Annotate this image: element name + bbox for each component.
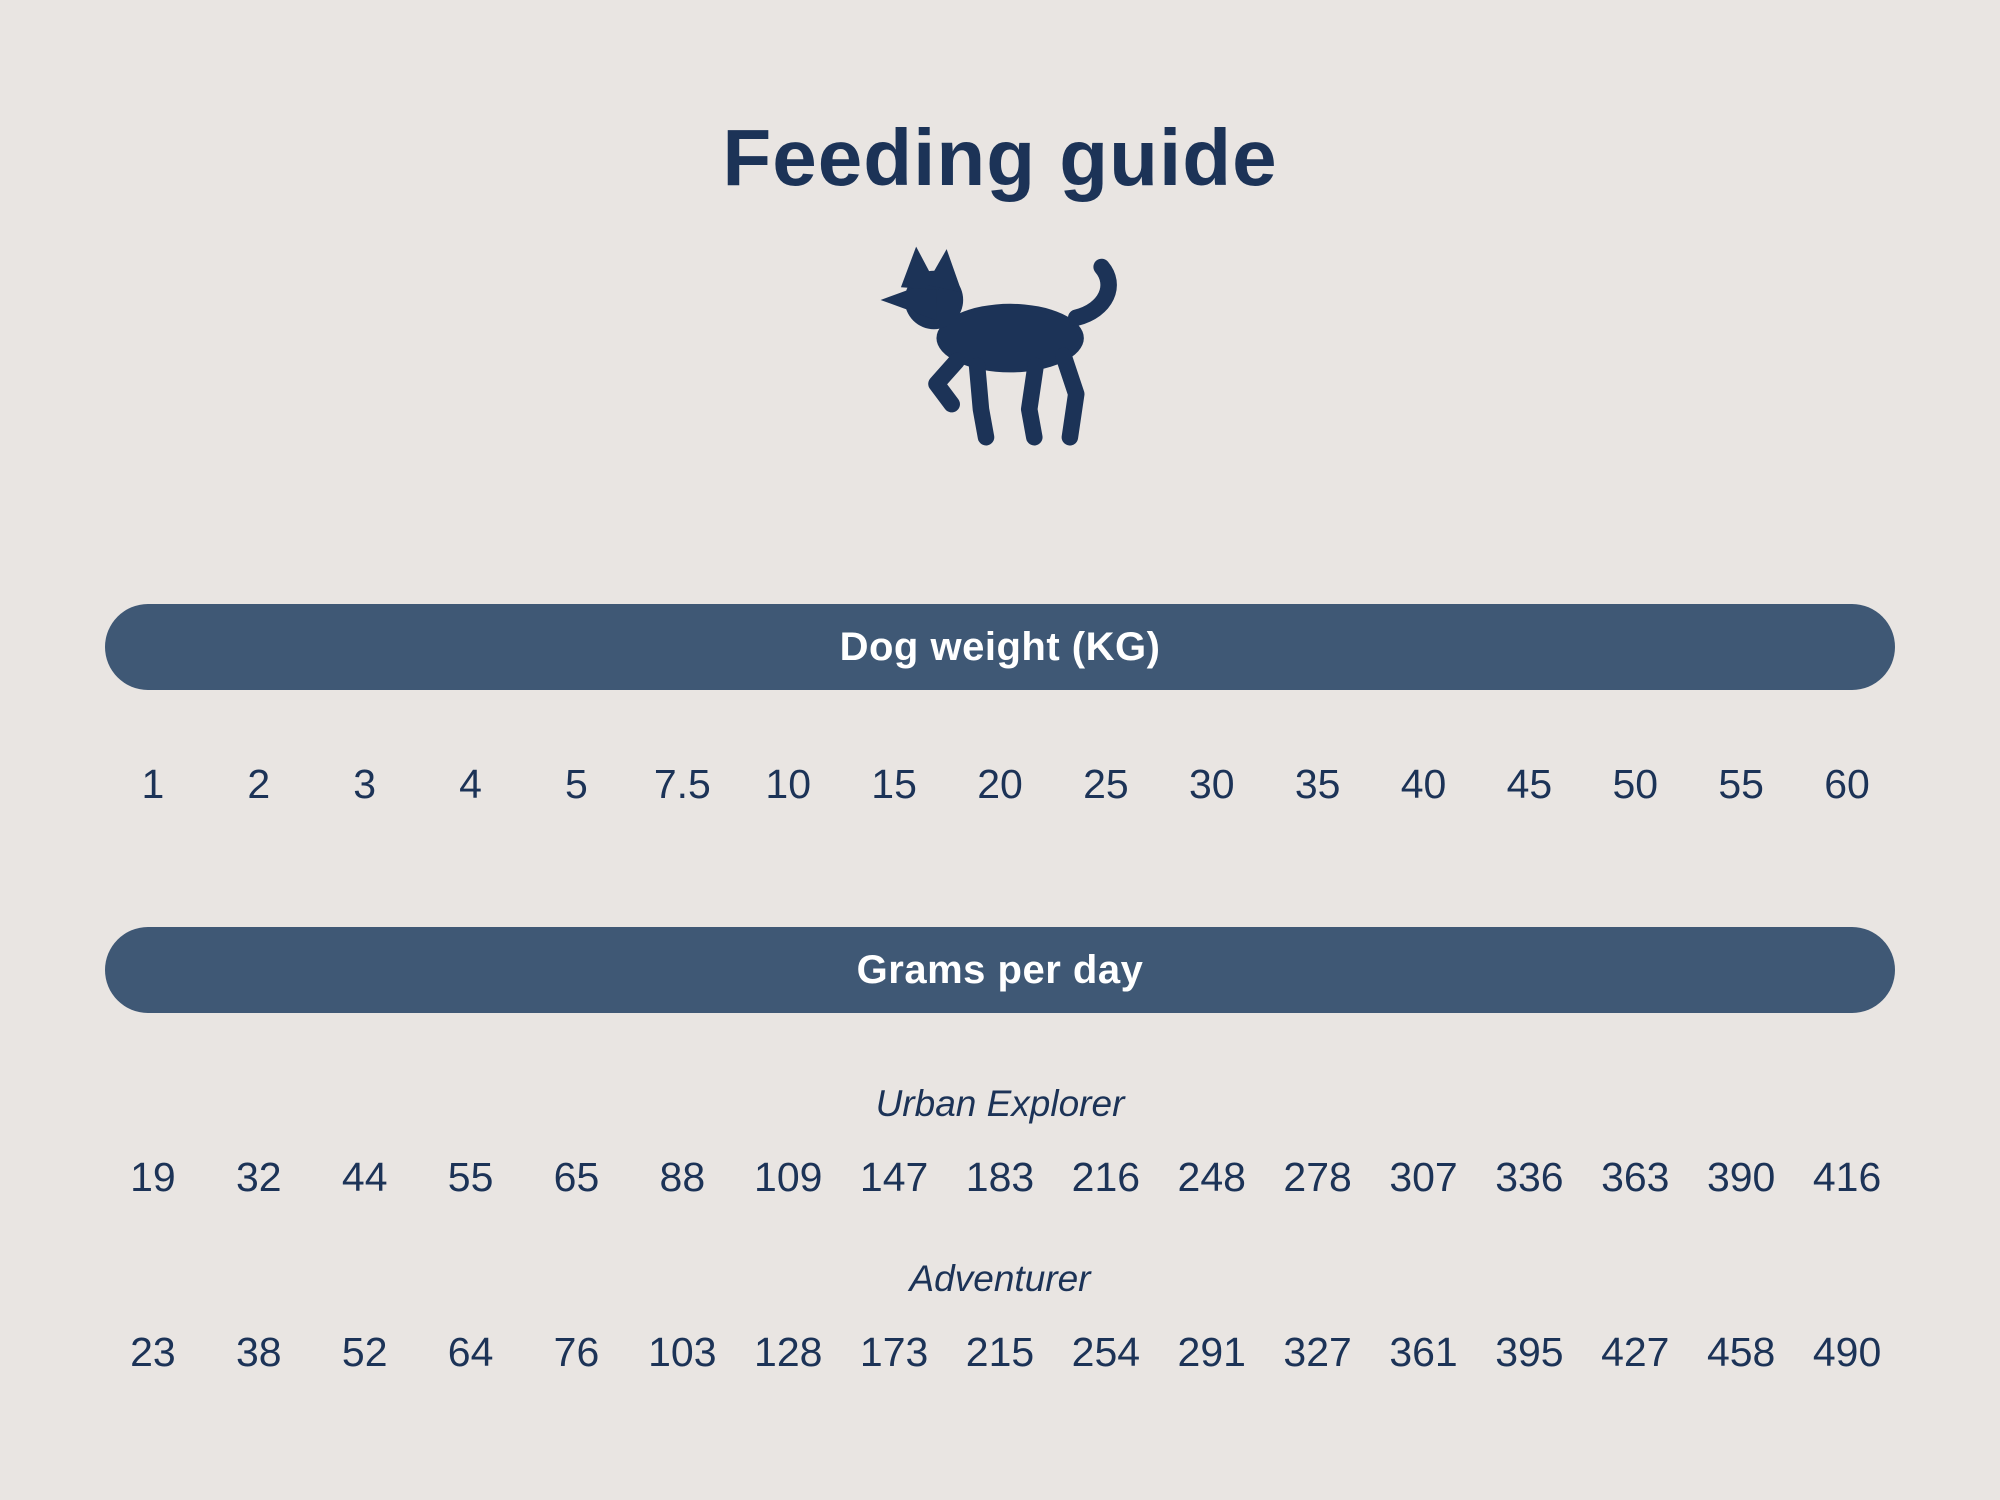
weight-value: 25 (1083, 761, 1129, 807)
weight-value: 50 (1612, 761, 1659, 807)
grams-value: 64 (447, 1329, 494, 1376)
grams-value: 327 (1283, 1329, 1352, 1376)
grams-value: 76 (553, 1329, 600, 1376)
grams-value: 147 (859, 1154, 929, 1201)
grams-value: 128 (754, 1329, 823, 1376)
series-label-adventurer: Adventurer (909, 1258, 1091, 1300)
grams-value: 215 (965, 1329, 1035, 1376)
weight-value: 15 (871, 761, 917, 807)
grams-value: 390 (1706, 1154, 1776, 1201)
weight-value: 35 (1294, 761, 1341, 807)
grams-value: 23 (130, 1329, 176, 1376)
grams-value: 490 (1812, 1329, 1882, 1376)
grams-value: 416 (1812, 1154, 1882, 1201)
grams-value: 32 (236, 1154, 282, 1201)
grams-value: 44 (341, 1154, 388, 1201)
grams-value: 307 (1389, 1154, 1458, 1201)
weight-value: 55 (1718, 761, 1764, 807)
dog-weight-header-label: Dog weight (KG) (839, 624, 1161, 669)
grams-value: 173 (859, 1329, 929, 1376)
grams-per-day-header-banner: Grams per day (105, 927, 1895, 1014)
grams-value: 363 (1601, 1154, 1670, 1201)
dog-icon (860, 238, 1140, 456)
weight-value: 30 (1188, 761, 1235, 807)
adventurer-values-row: 23 38 52 64 76 103 128 173 215 254 291 327 361 395 427… (100, 1330, 1900, 1375)
page-title: Feeding guide (722, 113, 1278, 202)
weights-row: 1 2 3 4 5 7.5 10 15 20 25 30 35 40 45 50 55 60 (100, 761, 1900, 807)
grams-per-day-header-label: Grams per day (856, 947, 1144, 992)
grams-value: 38 (236, 1329, 282, 1376)
urban-explorer-values-row: 19 32 44 55 65 88 109 147 183 216 248 278 307 336 363 3… (100, 1154, 1900, 1201)
weight-value: 5 (565, 761, 588, 807)
weight-value: 45 (1506, 761, 1553, 807)
grams-value: 248 (1177, 1154, 1246, 1201)
grams-value: 254 (1071, 1329, 1141, 1376)
dog-weight-header-banner: Dog weight (KG) (105, 604, 1895, 690)
series-label-urban-explorer: Urban Explorer (875, 1083, 1125, 1125)
grams-value: 395 (1495, 1329, 1564, 1376)
grams-value: 291 (1177, 1329, 1246, 1376)
grams-value: 336 (1495, 1154, 1564, 1201)
weight-value: 60 (1824, 761, 1870, 807)
weight-value: 2 (247, 761, 271, 807)
grams-value: 427 (1601, 1329, 1670, 1376)
grams-value: 458 (1706, 1329, 1776, 1376)
grams-value: 55 (447, 1154, 494, 1201)
weight-value: 4 (459, 761, 482, 807)
weight-value: 40 (1400, 761, 1447, 807)
grams-value: 19 (130, 1154, 176, 1201)
grams-value: 278 (1283, 1154, 1352, 1201)
weight-value: 10 (765, 761, 812, 807)
grams-value: 216 (1071, 1154, 1141, 1201)
grams-value: 65 (553, 1154, 600, 1201)
grams-value: 109 (754, 1154, 823, 1201)
weight-value: 3 (353, 761, 377, 807)
weight-value: 7.5 (653, 761, 711, 807)
grams-value: 52 (341, 1329, 388, 1376)
weight-value: 1 (141, 761, 165, 807)
weight-value: 20 (977, 761, 1023, 807)
grams-value: 103 (648, 1329, 717, 1376)
grams-value: 361 (1389, 1329, 1458, 1376)
grams-value: 183 (965, 1154, 1035, 1201)
grams-value: 88 (659, 1154, 706, 1201)
